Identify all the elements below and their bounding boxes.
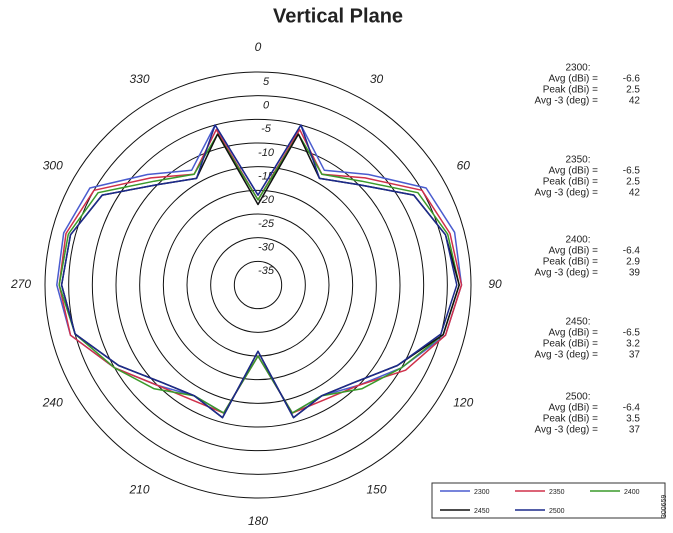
theta-tick-label: 210 [128, 482, 149, 496]
legend-label: 2300 [474, 489, 490, 496]
r-tick-label: -35 [258, 265, 275, 277]
stats-value: 37 [629, 350, 641, 361]
grid-ring [44, 71, 472, 499]
theta-tick-label: 240 [42, 396, 63, 410]
stats-label: Avg (dBi) = [548, 403, 598, 414]
stats-value: -6.6 [623, 74, 641, 85]
theta-tick-label: 60 [457, 159, 471, 173]
r-tick-label: -10 [258, 147, 275, 159]
stats-heading: 2500: [565, 392, 590, 403]
legend-box [431, 482, 666, 519]
stats-label: Avg (dBi) = [548, 246, 598, 257]
legend-label: 2350 [549, 489, 565, 496]
stats-label: Avg -3 (deg) = [535, 188, 599, 199]
stats-label: Avg (dBi) = [548, 166, 598, 177]
series-line [60, 124, 458, 419]
side-code: 300659 [661, 495, 668, 518]
stats-label: Avg (dBi) = [548, 328, 598, 339]
r-tick-label: 5 [263, 76, 270, 88]
stats-value: 2.5 [626, 177, 640, 188]
legend-label: 2500 [549, 508, 565, 515]
theta-tick-label: 300 [43, 159, 63, 173]
stats-label: Peak (dBi) = [543, 414, 598, 425]
grid-ring [233, 260, 283, 310]
theta-tick-label: 330 [129, 72, 149, 86]
theta-tick-label: 180 [248, 514, 268, 528]
stats-label: Peak (dBi) = [543, 257, 598, 268]
grid-ring [115, 142, 401, 428]
stats-heading: 2350: [565, 155, 590, 166]
stats-value: 3.5 [626, 414, 640, 425]
grid-ring [91, 118, 425, 452]
stats-label: Avg (dBi) = [548, 74, 598, 85]
stats-label: Peak (dBi) = [543, 177, 598, 188]
chart-title: Vertical Plane [273, 5, 403, 27]
grid-ring [162, 189, 354, 381]
r-tick-label: -5 [261, 123, 272, 135]
stats-value: 39 [629, 268, 641, 279]
stats-value: 2.5 [626, 85, 640, 96]
legend-label: 2400 [624, 489, 640, 496]
stats-label: Avg -3 (deg) = [535, 350, 599, 361]
stats-value: 42 [629, 188, 641, 199]
grid-ring [139, 166, 377, 404]
r-tick-label: -25 [258, 218, 275, 230]
theta-tick-label: 90 [488, 277, 502, 291]
stats-label: Avg -3 (deg) = [535, 425, 599, 436]
stats-label: Peak (dBi) = [543, 85, 598, 96]
stats-value: -6.5 [623, 328, 641, 339]
r-tick-label: -30 [258, 242, 275, 254]
theta-tick-label: 0 [255, 40, 262, 54]
stats-heading: 2450: [565, 317, 590, 328]
theta-tick-label: 30 [370, 72, 384, 86]
legend-label: 2450 [474, 508, 490, 515]
stats-value: -6.4 [623, 403, 641, 414]
theta-tick-label: 270 [10, 277, 31, 291]
stats-heading: 2300: [565, 63, 590, 74]
stats-value: 3.2 [626, 339, 640, 350]
stats-label: Avg -3 (deg) = [535, 96, 599, 107]
stats-value: -6.5 [623, 166, 641, 177]
stats-value: 2.9 [626, 257, 640, 268]
stats-label: Avg -3 (deg) = [535, 268, 599, 279]
stats-value: 37 [629, 425, 641, 436]
stats-value: 42 [629, 96, 641, 107]
grid-ring [210, 237, 306, 333]
theta-tick-label: 150 [366, 482, 386, 496]
theta-tick-label: 120 [453, 396, 473, 410]
stats-label: Peak (dBi) = [543, 339, 598, 350]
grid-ring [68, 95, 448, 475]
series-line [58, 133, 460, 414]
r-tick-label: 0 [263, 100, 270, 112]
stats-value: -6.4 [623, 246, 641, 257]
stats-heading: 2400: [565, 235, 590, 246]
